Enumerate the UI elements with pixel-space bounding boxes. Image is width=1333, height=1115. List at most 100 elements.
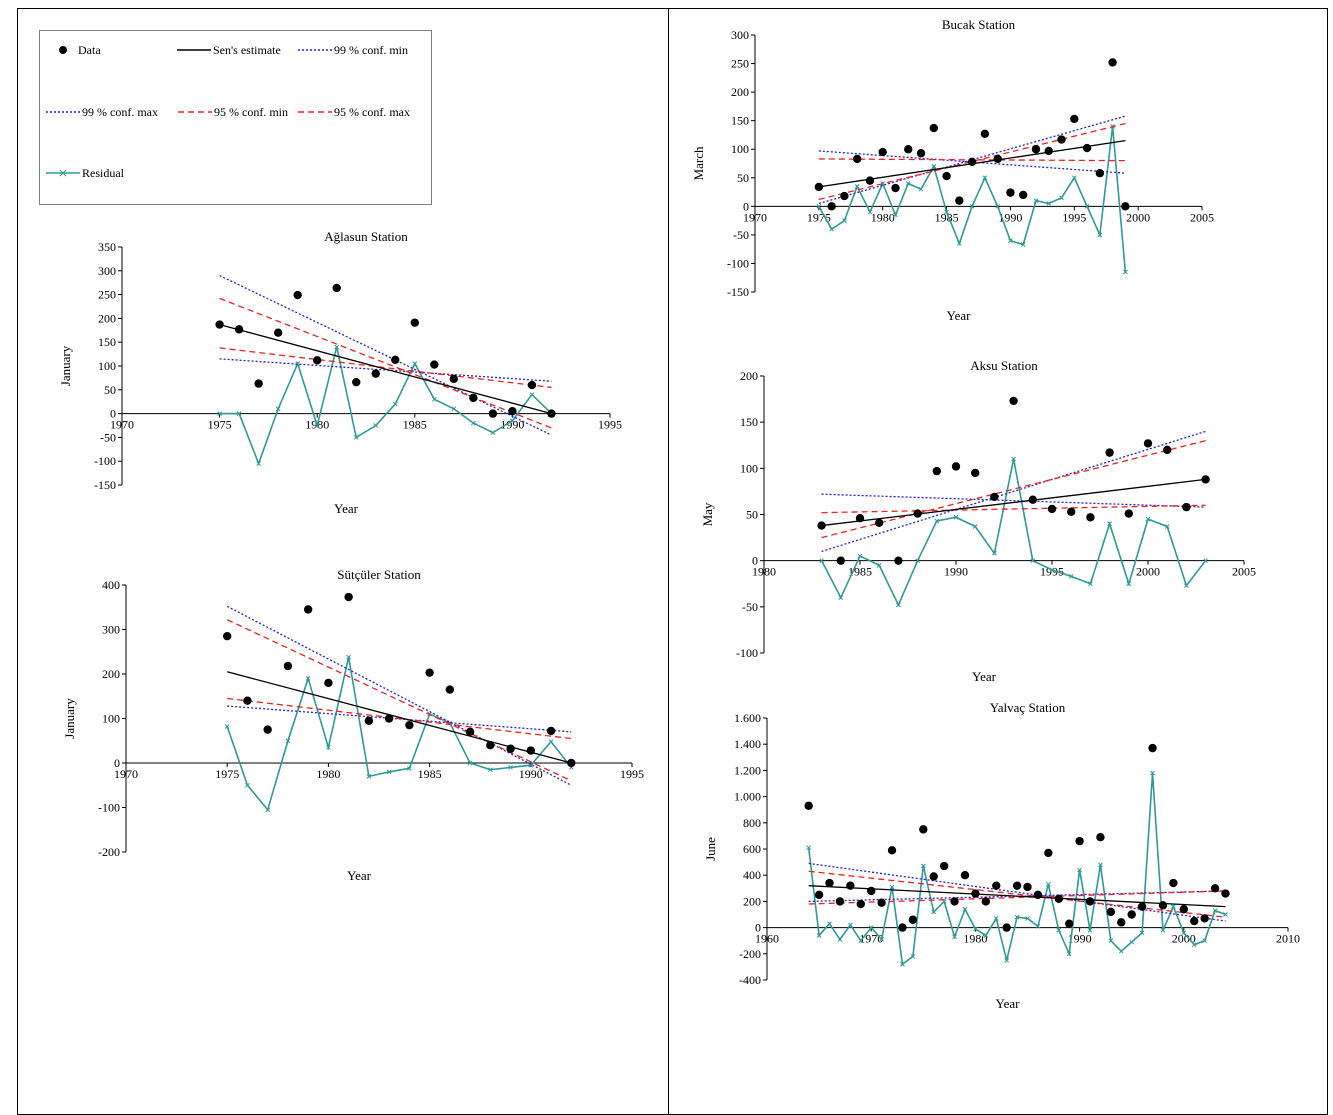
- y-tick-label: 100: [102, 712, 120, 726]
- data-point: [1148, 743, 1157, 753]
- data-point: [1179, 905, 1188, 914]
- residual-point: [236, 411, 242, 416]
- legend-label-c95max: 95 % conf. max: [334, 104, 410, 119]
- data-point: [1105, 448, 1114, 457]
- y-axis-label: June: [703, 837, 718, 861]
- residual-point: [346, 654, 351, 660]
- residual-point: [1107, 521, 1112, 527]
- data-point: [814, 890, 824, 900]
- data-point: [254, 379, 263, 388]
- legend-item-sens: Sen's estimate: [177, 42, 281, 58]
- y-tick-label: 800: [743, 816, 761, 830]
- c95min-line: [219, 347, 552, 389]
- residual-point: [1025, 916, 1030, 921]
- data-point: [955, 196, 964, 205]
- data-point: [1033, 890, 1043, 900]
- residual-point: [217, 411, 222, 416]
- legend-sens-line: [177, 49, 211, 51]
- x-tick-label: 1980: [963, 932, 987, 946]
- data-point: [1221, 889, 1230, 898]
- x-tick-label: 1995: [620, 767, 644, 781]
- data-point: [1044, 146, 1053, 156]
- y-tick-label: 600: [743, 842, 761, 856]
- residual-point: [275, 406, 281, 412]
- y-tick-label: 0: [110, 407, 116, 421]
- data-point: [1127, 910, 1136, 919]
- residual-point: [508, 765, 513, 770]
- legend-item-c95max: 95 % conf. max: [298, 104, 410, 120]
- c95min-line: [227, 697, 572, 740]
- y-tick-label: 400: [743, 868, 761, 882]
- residual-point: [1066, 951, 1072, 957]
- residual-point: [548, 739, 554, 744]
- data-point: [405, 720, 414, 730]
- data-point: [980, 129, 990, 139]
- data-point: [1163, 445, 1172, 455]
- residual-point: [842, 218, 847, 223]
- x-tick-label: 1990: [998, 210, 1022, 224]
- residual-point: [1123, 269, 1128, 275]
- residual-point: [1068, 574, 1074, 579]
- data-point: [840, 191, 849, 201]
- residual-point: [1035, 923, 1041, 929]
- data-point: [486, 741, 495, 750]
- residual-point: [1223, 912, 1228, 917]
- data-point: [506, 744, 515, 753]
- y-tick-label: -100: [727, 256, 749, 270]
- data-point: [894, 556, 903, 565]
- residual-point: [1160, 927, 1166, 933]
- legend-data-marker: [59, 46, 67, 54]
- x-tick-label: 2005: [1232, 565, 1256, 579]
- data-point: [990, 492, 999, 502]
- residual-point: [431, 396, 437, 402]
- legend-item-c99min: 99 % conf. min: [298, 42, 408, 58]
- residual-point: [1011, 456, 1016, 462]
- data-point: [1075, 836, 1084, 846]
- data-point: [877, 898, 886, 907]
- legend-label-data: Data: [78, 42, 101, 57]
- data-point: [971, 468, 980, 478]
- legend-item-data: Data: [54, 42, 101, 58]
- residual-point: [944, 209, 949, 215]
- data-point: [932, 466, 941, 476]
- c95max-line: [219, 297, 552, 429]
- data-point: [1006, 188, 1015, 197]
- x-tick-label: 2000: [1126, 210, 1150, 224]
- residual-point: [1171, 904, 1176, 909]
- legend-c99max-line: [46, 111, 80, 113]
- residual-point: [467, 760, 473, 766]
- data-point: [967, 157, 977, 166]
- c95max-line: [226, 619, 572, 782]
- right-table-cell: [668, 8, 1328, 1115]
- residual-point: [1059, 195, 1064, 201]
- data-point: [971, 889, 980, 898]
- data-point: [1031, 145, 1041, 154]
- x-tick-label: 1970: [110, 418, 134, 432]
- data-point: [919, 825, 928, 834]
- data-point: [263, 725, 272, 734]
- y-tick-label: -50: [733, 228, 749, 242]
- legend-label-c95min: 95 % conf. min: [214, 104, 288, 119]
- y-tick-label: 350: [98, 240, 116, 254]
- chart-legend: Data Sen's estimate 99 % conf. min 99 % …: [39, 30, 432, 205]
- residual-point: [953, 514, 959, 520]
- y-axis-label: March: [691, 146, 706, 180]
- legend-item-residual: Residual: [46, 165, 124, 181]
- residual-point: [900, 961, 905, 967]
- residual-point: [1181, 930, 1187, 936]
- data-point: [469, 393, 478, 403]
- y-tick-label: 300: [98, 264, 116, 278]
- data-point: [1067, 507, 1076, 516]
- residual-point: [1030, 558, 1036, 564]
- residual-point: [471, 420, 476, 426]
- x-tick-label: 2010: [1276, 932, 1300, 946]
- y-axis-label: May: [700, 502, 715, 526]
- x-tick-label: 1995: [598, 418, 622, 432]
- residual-point: [1184, 583, 1189, 588]
- data-point: [344, 592, 353, 602]
- residual-point: [915, 558, 920, 564]
- y-tick-label: 200: [98, 311, 116, 325]
- residual-point: [1108, 938, 1114, 944]
- y-tick-label: 400: [102, 578, 120, 592]
- sens-line: [219, 323, 552, 415]
